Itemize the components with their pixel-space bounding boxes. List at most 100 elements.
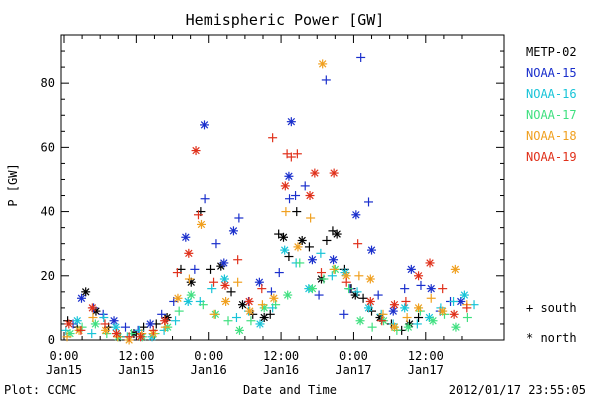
legend-entry: NOAA-19 <box>526 150 577 164</box>
data-point <box>459 290 469 300</box>
data-point <box>300 181 310 191</box>
data-point <box>283 290 293 300</box>
data-point <box>344 284 354 294</box>
data-point <box>449 296 459 306</box>
data-point <box>373 290 383 300</box>
data-point <box>269 293 279 303</box>
data-point <box>278 232 288 242</box>
data-point <box>234 325 244 335</box>
x-tick-time-label: 12:00 <box>118 349 154 363</box>
data-point <box>414 313 424 323</box>
data-point <box>351 210 361 220</box>
data-point <box>200 194 210 204</box>
x-tick-date-label: Jan17 <box>408 363 444 377</box>
data-point <box>233 277 243 287</box>
data-point <box>425 258 435 268</box>
x-tick-time-label: 12:00 <box>263 349 299 363</box>
data-point <box>293 242 303 252</box>
data-point <box>234 213 244 223</box>
data-point <box>184 274 194 284</box>
data-point <box>426 293 436 303</box>
x-tick-time-label: 0:00 <box>194 349 223 363</box>
data-point <box>306 213 316 223</box>
data-point <box>101 325 111 335</box>
data-point <box>319 274 329 284</box>
data-point <box>310 168 320 178</box>
data-point <box>428 316 438 326</box>
data-point <box>292 149 302 159</box>
data-point <box>209 309 219 319</box>
data-point <box>285 194 295 204</box>
y-tick-label: 40 <box>41 205 55 219</box>
data-point <box>449 309 459 319</box>
data-point <box>414 271 424 281</box>
data-point <box>100 319 110 329</box>
data-point <box>198 300 208 310</box>
data-point <box>148 325 158 335</box>
y-tick-label: 0 <box>48 333 55 347</box>
data-point <box>286 117 296 127</box>
data-point <box>378 309 388 319</box>
data-point <box>358 293 368 303</box>
y-tick-label: 20 <box>41 269 55 283</box>
marker-legend-entry: * north <box>526 331 577 345</box>
data-point <box>364 197 374 207</box>
data-point <box>266 287 276 297</box>
footer-credit: Plot: CCMC <box>4 383 76 397</box>
data-point <box>211 239 221 249</box>
data-point <box>90 319 100 329</box>
x-tick-time-label: 12:00 <box>408 349 444 363</box>
data-point <box>206 264 216 274</box>
legend-entry: METP-02 <box>526 45 577 59</box>
x-tick-time-label: 0:00 <box>339 349 368 363</box>
data-point <box>274 268 284 278</box>
data-point <box>295 258 305 268</box>
y-tick-label: 80 <box>41 76 55 90</box>
footer-timestamp: 2012/01/17 23:55:05 <box>449 383 586 397</box>
series-noaa-17 <box>65 258 472 342</box>
data-point <box>438 306 448 316</box>
data-point <box>426 284 436 294</box>
data-point <box>292 207 302 217</box>
data-point <box>307 284 317 294</box>
data-point <box>274 229 284 239</box>
data-point <box>307 255 317 265</box>
data-point <box>304 242 314 252</box>
data-point <box>220 280 230 290</box>
data-point <box>174 306 184 316</box>
data-point <box>462 303 472 313</box>
data-point <box>245 306 255 316</box>
x-tick-date-label: Jan16 <box>191 363 227 377</box>
data-point <box>233 255 243 265</box>
data-point <box>353 239 363 249</box>
data-point <box>171 316 181 326</box>
data-point <box>401 296 411 306</box>
data-point <box>255 319 265 329</box>
data-point <box>72 316 82 326</box>
data-point <box>416 280 426 290</box>
legend-entry: NOAA-18 <box>526 129 577 143</box>
series-noaa-15 <box>68 52 466 335</box>
legend-entry: NOAA-16 <box>526 87 577 101</box>
data-point <box>121 322 131 332</box>
data-point <box>244 296 254 306</box>
data-point <box>271 300 281 310</box>
data-point <box>219 274 229 284</box>
legend-entry: NOAA-17 <box>526 108 577 122</box>
data-point <box>88 313 98 323</box>
x-tick-date-label: Jan16 <box>263 363 299 377</box>
data-point <box>388 306 398 316</box>
data-point <box>321 75 331 85</box>
data-point <box>364 303 374 313</box>
data-point <box>286 152 296 162</box>
data-point <box>172 268 182 278</box>
data-point <box>87 329 97 339</box>
data-point <box>365 296 375 306</box>
data-points <box>61 52 479 345</box>
data-point <box>367 322 377 332</box>
x-axis: 0:00Jan1512:00Jan150:00Jan1612:00Jan160:… <box>46 35 463 377</box>
data-point <box>228 226 238 236</box>
data-point <box>173 293 183 303</box>
data-point <box>354 271 364 281</box>
data-point <box>297 235 307 245</box>
